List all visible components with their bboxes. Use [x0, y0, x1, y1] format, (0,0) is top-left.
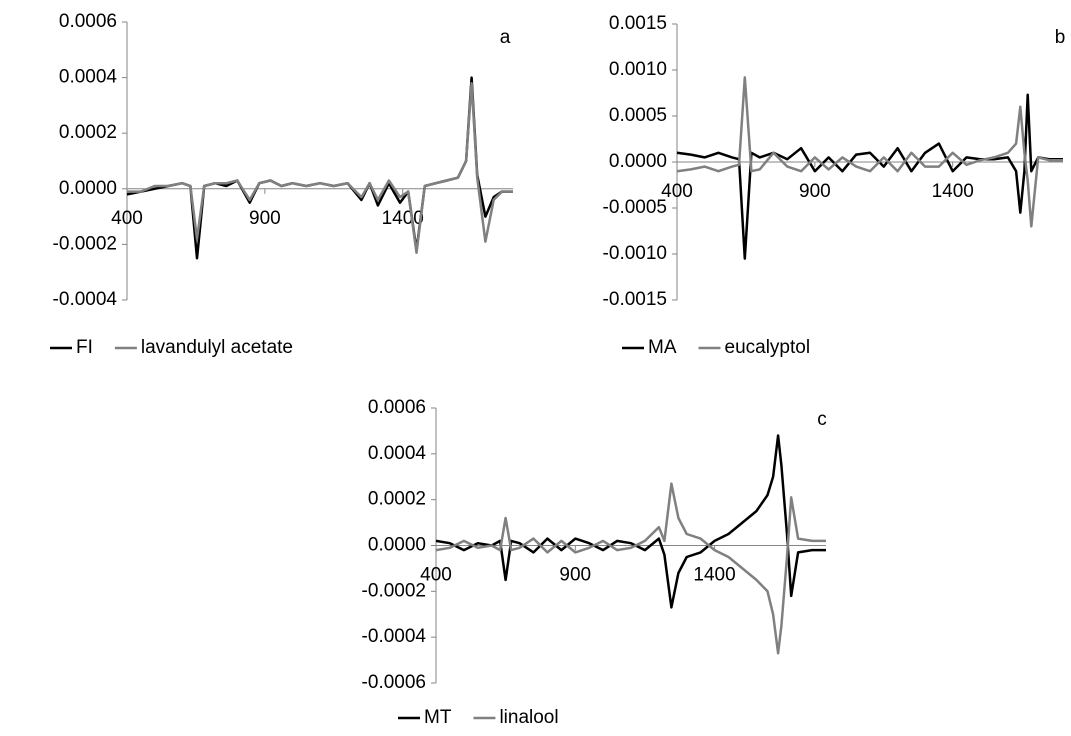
- x-tick-label: 1400: [932, 181, 974, 202]
- panel-label: c: [817, 409, 827, 430]
- legend-label: FI: [76, 337, 93, 358]
- y-tick-label: -0.0005: [603, 197, 667, 218]
- y-tick-label: -0.0004: [362, 626, 427, 647]
- panel-label: b: [1055, 27, 1066, 48]
- y-tick-label: 0.0002: [59, 122, 117, 143]
- series-line: [435, 434, 826, 609]
- legend-label: eucalyptol: [725, 337, 811, 358]
- legend-label: MA: [648, 337, 677, 358]
- legend-label: linalool: [499, 707, 558, 728]
- legend-label: lavandulyl acetate: [141, 337, 293, 358]
- x-tick-label: 400: [420, 565, 452, 586]
- panel-label: a: [500, 27, 511, 48]
- y-tick-label: -0.0002: [53, 233, 117, 254]
- y-tick-label: -0.0010: [603, 243, 667, 264]
- y-tick-label: -0.0004: [53, 289, 118, 310]
- y-tick-label: 0.0006: [368, 397, 426, 418]
- series-line: [127, 81, 513, 254]
- y-tick-label: 0.0010: [609, 59, 667, 80]
- y-tick-label: -0.0006: [362, 672, 426, 693]
- y-tick-label: 0.0004: [59, 67, 118, 88]
- x-tick-label: 900: [249, 208, 281, 229]
- y-tick-label: 0.0000: [368, 535, 426, 556]
- series-line: [435, 482, 826, 655]
- series-line: [126, 76, 513, 260]
- y-tick-label: -0.0015: [603, 289, 667, 310]
- x-tick-label: 1400: [382, 208, 424, 229]
- series-line: [676, 93, 1063, 260]
- legend-label: MT: [424, 707, 452, 728]
- y-tick-label: 0.0004: [368, 443, 427, 464]
- series-line: [676, 76, 1063, 228]
- x-tick-label: 400: [111, 208, 143, 229]
- y-tick-label: 0.0000: [609, 151, 667, 172]
- x-tick-label: 900: [799, 181, 831, 202]
- y-tick-label: -0.0002: [362, 580, 426, 601]
- y-tick-label: 0.0015: [609, 13, 667, 34]
- x-tick-label: 1400: [693, 565, 735, 586]
- y-tick-label: 0.0006: [59, 11, 117, 32]
- y-tick-label: 0.0000: [59, 178, 117, 199]
- y-tick-label: 0.0002: [368, 489, 426, 510]
- x-tick-label: 400: [661, 181, 693, 202]
- x-tick-label: 900: [559, 565, 591, 586]
- y-tick-label: 0.0005: [609, 105, 667, 126]
